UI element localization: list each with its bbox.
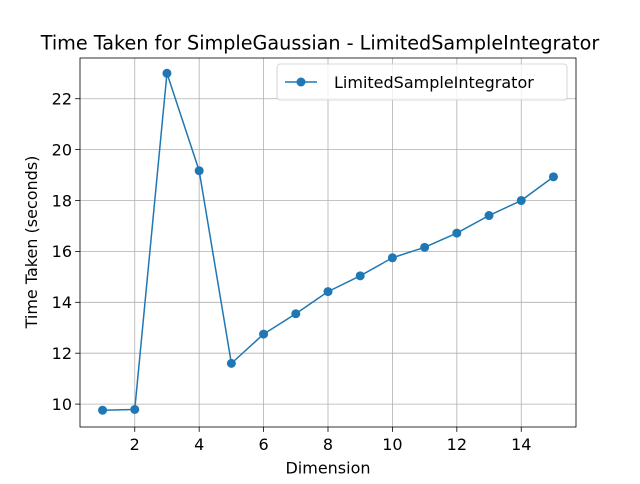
x-tick-label: 2	[130, 435, 140, 454]
data-point	[452, 228, 462, 238]
data-point	[484, 211, 494, 221]
y-tick-label: 12	[52, 344, 72, 363]
x-tick-label: 14	[511, 435, 531, 454]
data-point	[130, 404, 140, 414]
data-point	[194, 166, 204, 176]
y-tick-label: 18	[52, 191, 72, 210]
x-tick-label: 4	[194, 435, 204, 454]
y-axis-ticks: 10 12 14 16 18 20 22	[52, 90, 80, 414]
data-point	[323, 287, 333, 297]
y-tick-label: 22	[52, 90, 72, 109]
legend: LimitedSampleIntegrator	[276, 63, 568, 101]
data-point	[291, 309, 301, 319]
data-point	[548, 172, 558, 182]
data-point	[259, 329, 269, 339]
data-point	[98, 405, 108, 415]
series-layer	[98, 68, 558, 415]
x-tick-label: 6	[258, 435, 268, 454]
y-tick-label: 16	[52, 242, 72, 261]
data-point	[420, 242, 430, 252]
data-point	[162, 68, 172, 78]
x-tick-label: 10	[382, 435, 402, 454]
chart-title: Time Taken for SimpleGaussian - LimitedS…	[40, 32, 600, 55]
x-tick-label: 8	[323, 435, 333, 454]
data-point	[355, 271, 365, 281]
legend-box	[276, 63, 568, 101]
legend-marker-swatch	[296, 77, 306, 87]
data-point	[226, 358, 236, 368]
y-tick-label: 10	[52, 395, 72, 414]
data-point	[516, 196, 526, 206]
x-axis-ticks: 2 4 6 8 10 12 14	[130, 427, 531, 454]
y-tick-label: 20	[52, 140, 72, 159]
y-tick-label: 14	[52, 293, 72, 312]
legend-label: LimitedSampleIntegrator	[334, 73, 534, 92]
x-tick-label: 12	[447, 435, 467, 454]
x-axis-label: Dimension	[285, 459, 370, 478]
y-axis-label: Time Taken (seconds)	[22, 156, 41, 330]
data-point	[387, 253, 397, 263]
